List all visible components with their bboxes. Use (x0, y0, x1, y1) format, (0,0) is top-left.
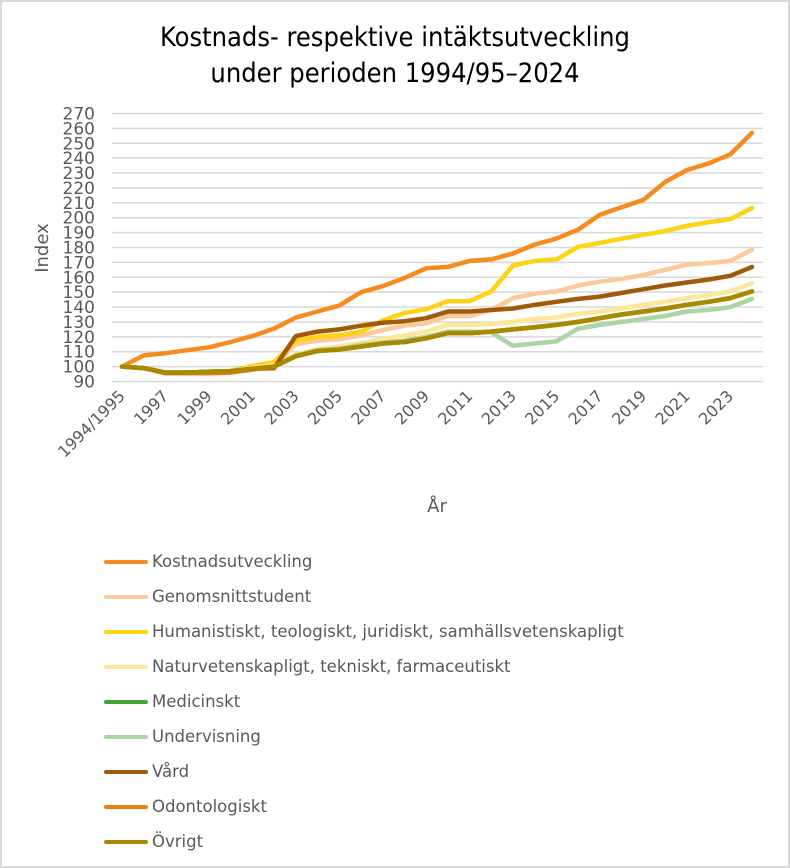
x-tick-label: 2001 (217, 386, 259, 428)
y-axis-tick-labels: 9010011012013014015016017018019020021022… (63, 105, 95, 393)
x-tick-label: 2007 (347, 386, 389, 428)
y-tick-label: 210 (63, 194, 95, 214)
x-tick-label: 1994/1995 (54, 386, 129, 461)
y-tick-label: 90 (73, 373, 95, 393)
y-axis-label: Index (32, 223, 53, 273)
series-line-kostnadsutveckling (119, 130, 755, 369)
legend-label: Övrigt (152, 832, 204, 851)
legend: Kostnadsutveckling Genomsnittstudent Human… (104, 544, 624, 859)
legend-swatch (104, 699, 148, 704)
x-tick-label: 2009 (391, 386, 433, 428)
legend-swatch (104, 839, 148, 844)
y-tick-label: 130 (63, 313, 95, 333)
legend-item: Naturvetenskapligt, tekniskt, farmaceuti… (104, 649, 624, 684)
y-tick-label: 180 (63, 239, 95, 259)
legend-item: Odontologiskt (104, 789, 624, 824)
x-tick-label: 2021 (651, 386, 693, 428)
x-tick-label: 2013 (478, 386, 520, 428)
legend-label: Genomsnittstudent (152, 587, 312, 606)
legend-item: Vård (104, 754, 624, 789)
y-tick-label: 110 (63, 343, 95, 363)
legend-label: Undervisning (152, 727, 261, 746)
legend-label: Kostnadsutveckling (152, 552, 313, 571)
legend-item: Humanistiskt, teologiskt, juridiskt, sam… (104, 614, 624, 649)
y-tick-label: 140 (63, 298, 95, 318)
legend-swatch (104, 804, 148, 809)
y-tick-label: 270 (63, 105, 95, 125)
series-line-ovrigt (119, 289, 755, 375)
y-tick-label: 120 (63, 328, 95, 348)
y-tick-label: 230 (63, 164, 95, 184)
y-tick-label: 220 (63, 179, 95, 199)
legend-swatch (104, 559, 148, 564)
x-tick-label: 2019 (608, 386, 650, 428)
legend-item: Genomsnittstudent (104, 579, 624, 614)
y-tick-label: 260 (63, 119, 95, 139)
x-tick-label: 2015 (521, 386, 563, 428)
x-tick-label: 2003 (260, 386, 302, 428)
chart-title: Kostnads- respektive intäktsutveckling u… (0, 20, 790, 92)
legend-label: Vård (152, 762, 190, 781)
y-tick-label: 100 (63, 358, 95, 378)
legend-item: Kostnadsutveckling (104, 544, 624, 579)
line-chart: 9010011012013014015016017018019020021022… (32, 105, 763, 517)
legend-label: Medicinskt (152, 692, 241, 711)
gridlines (112, 112, 763, 383)
series-lines (119, 130, 755, 376)
y-tick-label: 170 (63, 253, 95, 273)
x-tick-label: 2023 (695, 386, 737, 428)
legend-item: Övrigt (104, 824, 624, 859)
legend-swatch (104, 594, 148, 599)
chart-title-line-1: Kostnads- respektive intäktsutveckling (160, 22, 630, 53)
y-tick-label: 190 (63, 224, 95, 244)
chart-title-line-2: under perioden 1994/95–2024 (210, 58, 580, 89)
legend-item: Medicinskt (104, 684, 624, 719)
y-tick-label: 160 (63, 268, 95, 288)
x-tick-label: 1999 (173, 386, 215, 428)
x-axis-label: År (427, 495, 447, 517)
legend-swatch (104, 629, 148, 634)
legend-swatch (104, 734, 148, 739)
y-tick-label: 150 (63, 283, 95, 303)
x-tick-label: 2017 (565, 386, 607, 428)
legend-item: Undervisning (104, 719, 624, 754)
legend-swatch (104, 664, 148, 669)
legend-swatch (104, 769, 148, 774)
series-line-naturvetenskapligt (119, 280, 755, 375)
legend-label: Humanistiskt, teologiskt, juridiskt, sam… (152, 622, 624, 641)
y-tick-label: 250 (63, 134, 95, 154)
y-tick-label: 200 (63, 209, 95, 229)
x-tick-label: 2011 (434, 386, 476, 428)
legend-label: Odontologiskt (152, 797, 267, 816)
x-tick-label: 2005 (304, 386, 346, 428)
x-axis-tick-labels: 1994/1995 1997 1999 2001 2003 2005 2007 2009 201… (54, 386, 737, 461)
y-tick-label: 240 (63, 149, 95, 169)
x-tick-label: 1997 (130, 386, 172, 428)
legend-label: Naturvetenskapligt, tekniskt, farmaceuti… (152, 657, 511, 676)
